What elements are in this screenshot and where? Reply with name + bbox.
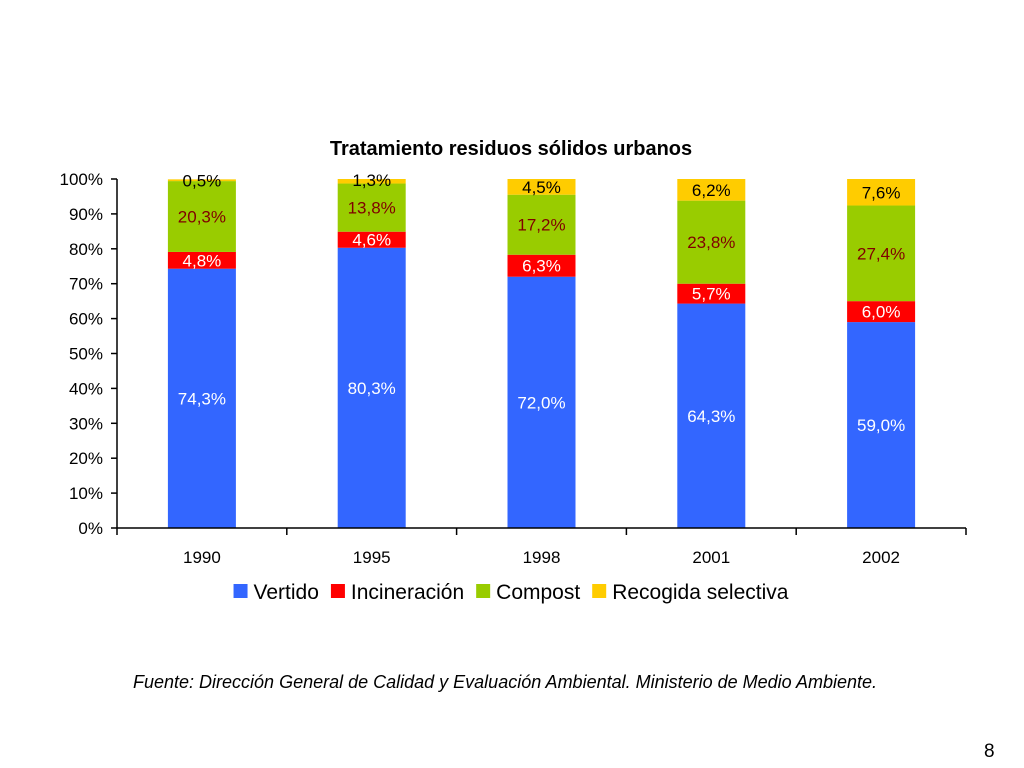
y-tick-label: 0% [78, 519, 103, 538]
x-tick-label: 1995 [353, 548, 391, 567]
y-tick-label: 90% [69, 205, 103, 224]
page-number: 8 [984, 741, 995, 762]
x-tick-label: 1998 [523, 548, 561, 567]
data-label: 1,3% [352, 171, 391, 190]
y-tick-label: 50% [69, 345, 103, 364]
data-label: 74,3% [178, 389, 226, 408]
bar-segment-compost-1990 [167, 181, 236, 252]
data-label: 4,5% [522, 178, 561, 197]
data-label: 20,3% [178, 208, 226, 227]
stacked-bar-chart: Tratamiento residuos sólidos urbanos 74,… [60, 138, 967, 604]
bar-segment-compost-2001 [677, 200, 746, 284]
legend-swatch-vertido [233, 584, 248, 598]
data-label: 64,3% [687, 407, 735, 426]
data-label: 80,3% [348, 379, 396, 398]
bar-segment-recogida-selectiva-2001 [677, 179, 746, 201]
legend-label-incineración: Incineración [351, 581, 464, 604]
bar-segment-compost-1995 [337, 183, 406, 232]
y-tick-label: 80% [69, 240, 103, 259]
chart-title: Tratamiento residuos sólidos urbanos [330, 138, 692, 160]
data-label: 13,8% [348, 199, 396, 218]
bar-segment-recogida-selectiva-1995 [337, 179, 406, 184]
data-label: 6,3% [522, 257, 561, 276]
y-tick-label: 70% [69, 275, 103, 294]
data-label: 4,6% [352, 231, 391, 250]
y-tick-label: 20% [69, 449, 103, 468]
data-label: 17,2% [517, 216, 565, 235]
y-tick-label: 100% [60, 170, 103, 189]
data-label: 0,5% [183, 171, 222, 190]
bar-segment-recogida-selectiva-2002 [847, 179, 916, 206]
x-tick-label: 2002 [862, 548, 900, 567]
data-label: 23,8% [687, 233, 735, 252]
bar-segment-recogida-selectiva-1990 [167, 179, 236, 182]
bar-segment-incineración-2002 [847, 301, 916, 323]
bar-segment-compost-2002 [847, 205, 916, 302]
x-tick-label: 1990 [183, 548, 221, 567]
bar-segment-incineración-1998 [507, 254, 576, 277]
y-tick-label: 10% [69, 484, 103, 503]
bar-segment-vertido-1998 [507, 276, 576, 528]
data-label: 5,7% [692, 285, 731, 304]
bar-segment-compost-1998 [507, 194, 576, 255]
bar-segment-incineración-2001 [677, 283, 746, 304]
bar-segment-incineración-1990 [167, 251, 236, 269]
bar-segment-recogida-selectiva-1998 [507, 179, 576, 195]
y-tick-label: 40% [69, 379, 103, 398]
data-label: 6,2% [692, 181, 731, 200]
data-label: 59,0% [857, 416, 905, 435]
data-label: 4,8% [183, 251, 222, 270]
legend-label-vertido: Vertido [254, 581, 319, 604]
legend-swatch-compost [476, 584, 491, 598]
y-tick-label: 60% [69, 310, 103, 329]
data-label: 72,0% [517, 393, 565, 412]
bars-layer [167, 179, 916, 529]
data-label: 7,6% [862, 183, 901, 202]
source-note: Fuente: Dirección General de Calidad y E… [133, 672, 878, 692]
legend-swatch-recogida-selectiva [592, 584, 607, 598]
legend-swatch-incineración [330, 584, 345, 598]
legend-label-compost: Compost [496, 581, 580, 604]
legend: Vertido Incineración Compost Recogida selec… [233, 581, 789, 604]
x-tick-label: 2001 [692, 548, 730, 567]
bar-segment-vertido-2002 [847, 322, 916, 528]
legend-label-recogida-selectiva: Recogida selectiva [612, 581, 789, 604]
y-tick-label: 30% [69, 414, 103, 433]
bar-segment-vertido-1990 [167, 268, 236, 528]
data-labels-layer: 74,3% 4,8% 20,3% 0,5% 80,3% 4,6% 13,8% 1,3% 72,0… [178, 171, 905, 435]
bar-segment-vertido-2001 [677, 303, 746, 528]
data-label: 27,4% [857, 244, 905, 263]
data-label: 6,0% [862, 303, 901, 322]
bar-segment-incineración-1995 [337, 231, 406, 248]
axes-layer: 0% 10% 20% 30% 40% 50% 60% 70% 80% 90% 100% 1990 199… [60, 170, 967, 567]
bar-segment-vertido-1995 [337, 247, 406, 529]
